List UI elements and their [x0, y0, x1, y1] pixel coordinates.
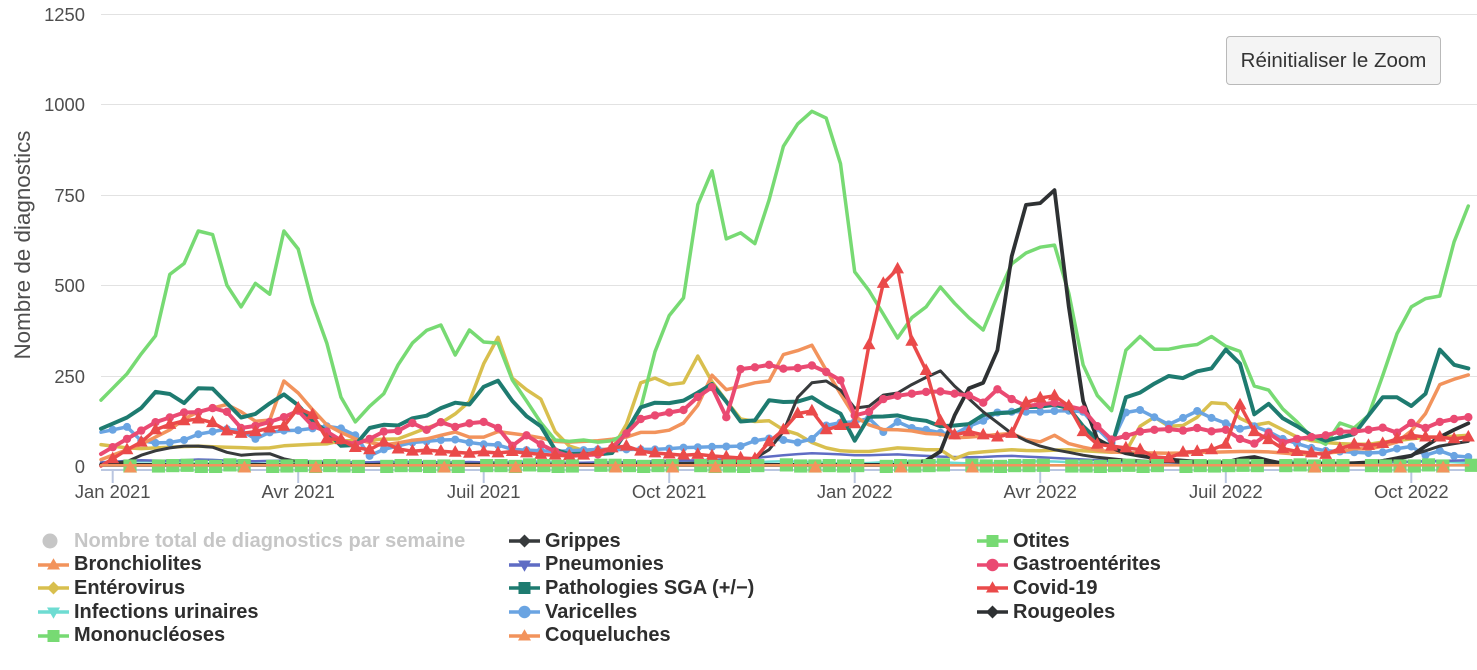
svg-text:Juil 2021: Juil 2021	[447, 481, 521, 502]
svg-text:Avr 2022: Avr 2022	[1004, 481, 1077, 502]
svg-text:Jan 2021: Jan 2021	[75, 481, 151, 502]
svg-text:1250: 1250	[44, 4, 85, 25]
svg-text:Juil 2022: Juil 2022	[1189, 481, 1263, 502]
svg-text:750: 750	[54, 185, 85, 206]
svg-text:500: 500	[54, 275, 85, 296]
svg-text:250: 250	[54, 366, 85, 387]
svg-text:1000: 1000	[44, 94, 85, 115]
svg-text:Nombre de diagnostics: Nombre de diagnostics	[10, 130, 35, 359]
svg-text:Avr 2021: Avr 2021	[262, 481, 335, 502]
svg-text:Oct 2021: Oct 2021	[632, 481, 707, 502]
svg-text:Jan 2022: Jan 2022	[817, 481, 893, 502]
svg-text:Oct 2022: Oct 2022	[1374, 481, 1449, 502]
svg-text:0: 0	[75, 456, 85, 477]
